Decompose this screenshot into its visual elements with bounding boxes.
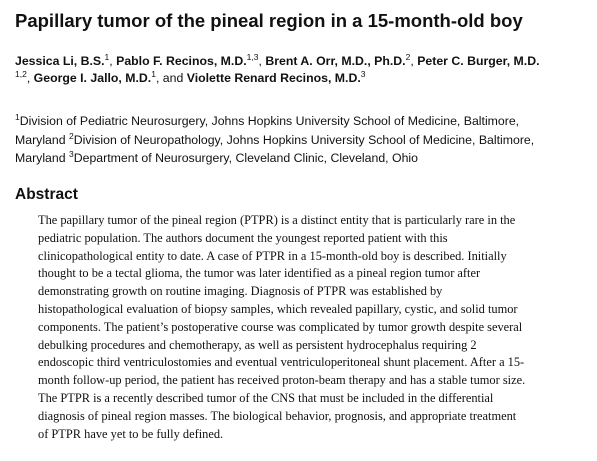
abstract-body: The papillary tumor of the pineal region…: [38, 212, 578, 443]
affiliation-line-3: Maryland 3Department of Neurosurgery, Cl…: [15, 149, 595, 168]
affiliation-line-2: Maryland 2Division of Neuropathology, Jo…: [15, 131, 595, 150]
affiliation-text: Division of Pediatric Neurosurgery, John…: [19, 114, 520, 128]
affiliation-line-1: 1Division of Pediatric Neurosurgery, Joh…: [15, 112, 595, 131]
abstract-line: month follow-up period, the patient has …: [38, 373, 526, 388]
affiliation-text: Department of Neurosurgery, Cleveland Cl…: [73, 151, 418, 165]
author-affiliation-mark: 2: [405, 52, 411, 62]
author-name: Jessica Li, B.S.: [15, 54, 105, 68]
author-name: George I. Jallo, M.D.: [33, 71, 152, 85]
affiliation-text: Division of Neuropathology, Johns Hopkin…: [73, 132, 535, 147]
author-name: Brent A. Orr, M.D., Ph.D.: [265, 54, 406, 68]
abstract-line: components. The patient’s postoperative …: [38, 319, 523, 334]
author-conjunction: , and: [155, 71, 187, 85]
abstract-line: diagnosis of pineal region masses. The b…: [38, 408, 517, 423]
author-line-1: Jessica Li, B.S.1, Pablo F. Recinos, M.D…: [15, 52, 540, 68]
author-list: Jessica Li, B.S.1, Pablo F. Recinos, M.D…: [15, 53, 595, 87]
abstract-line: demonstrating growth on routine imaging.…: [38, 284, 443, 299]
abstract-line: The PTPR is a recently described tumor o…: [38, 390, 494, 405]
author-name: Pablo F. Recinos, M.D.: [116, 54, 247, 68]
author-affiliation-mark: 3: [360, 69, 366, 79]
abstract-line: thought to be a tectal glioma, the tumor…: [38, 266, 481, 281]
abstract-line: histopathological evaluation of biopsy s…: [38, 301, 518, 316]
affiliation-mark: 2: [69, 130, 74, 141]
author-affiliation-mark: 1,3: [246, 52, 259, 62]
author-affiliation-mark: 1,2: [15, 69, 27, 79]
abstract-heading: Abstract: [15, 186, 78, 203]
author-name: Peter C. Burger, M.D.: [417, 54, 540, 68]
paper-title: Papillary tumor of the pineal region in …: [15, 10, 523, 31]
abstract-line: clinicopathological entity to date. A ca…: [38, 248, 507, 263]
abstract-line: pediatric population. The authors docume…: [38, 230, 448, 245]
affiliation-prefix: Maryland: [15, 132, 69, 147]
author-line-2: 1,2, George I. Jallo, M.D.1, and Violett…: [15, 69, 366, 85]
affiliation-mark: 1: [15, 112, 20, 122]
affiliations: 1Division of Pediatric Neurosurgery, Joh…: [15, 112, 595, 168]
abstract-line: The papillary tumor of the pineal region…: [38, 213, 516, 227]
affiliation-prefix: Maryland: [15, 151, 69, 165]
author-affiliation-mark: 1: [104, 52, 110, 62]
abstract-line: endoscopic third ventriculostomies and e…: [38, 355, 525, 370]
author-name: Violette Renard Recinos, M.D.: [186, 71, 361, 85]
abstract-line: debulking procedures and chemotherapy, a…: [38, 337, 477, 352]
author-affiliation-mark: 1: [151, 69, 156, 79]
affiliation-mark: 3: [69, 149, 74, 159]
abstract-line: of PTPR have yet to be fully defined.: [38, 426, 224, 441]
